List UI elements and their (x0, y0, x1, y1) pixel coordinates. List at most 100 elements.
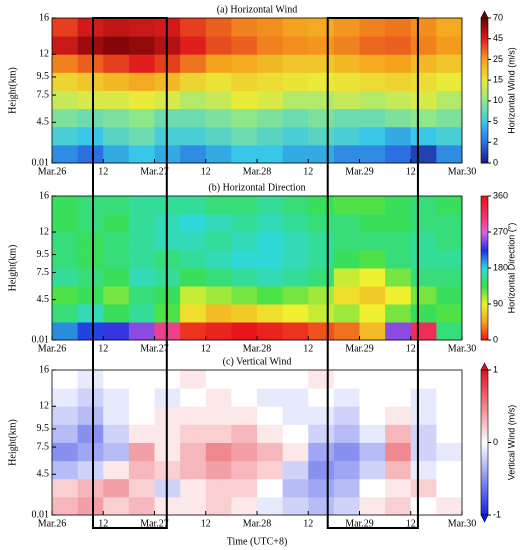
heatmap-cell (385, 388, 412, 407)
colorbar-strip (481, 498, 488, 501)
heatmap-cell (205, 370, 232, 389)
heatmap-cell (231, 18, 258, 37)
colorbar-strip (481, 391, 488, 395)
heatmap-cell (231, 268, 258, 287)
colorbar-tick-label: 1 (493, 364, 498, 374)
x-tick-label: 12 (98, 166, 108, 177)
heatmap-cell (231, 370, 258, 389)
heatmap-cell (333, 286, 360, 305)
heatmap-cell (436, 478, 463, 498)
heatmap-cell (77, 424, 104, 443)
heatmap-cell (77, 196, 104, 215)
colorbar-strip (481, 68, 488, 72)
heatmap-cell (52, 286, 79, 305)
colorbar-strip (481, 32, 488, 36)
heatmap-cell (385, 268, 412, 287)
colorbar-strip (481, 39, 488, 43)
colorbar-tick-label: 45 (493, 33, 503, 43)
colorbar-tick-label: 70 (493, 12, 503, 22)
colorbar-strip (481, 148, 488, 152)
heatmap-cell (282, 196, 309, 215)
heatmap-cell (77, 108, 104, 128)
heatmap-cell (231, 496, 258, 516)
colorbar-strip (481, 220, 488, 223)
x-tick-label: Mar.30 (448, 518, 477, 529)
heatmap-cell (333, 250, 360, 269)
heatmap-cell (180, 460, 207, 480)
heatmap-cell (52, 424, 79, 443)
colorbar-strip (481, 289, 488, 293)
y-tick-label: 0.01 (32, 334, 50, 345)
heatmap-cell (257, 72, 284, 91)
heatmap-cell (231, 196, 258, 215)
colorbar-strip (481, 54, 488, 58)
x-tick-label: 12 (201, 518, 211, 529)
y-tick-label: 4.5 (37, 469, 50, 480)
x-tick-label: Mar.27 (140, 518, 169, 529)
heatmap-cell (333, 232, 360, 251)
heatmap-cell (231, 144, 258, 164)
colorbar-strip (481, 461, 488, 465)
colorbar-label: Horizontal Wind (m/s) (506, 47, 516, 134)
heatmap-cell (180, 36, 207, 55)
colorbar-strip (481, 200, 488, 204)
colorbar-strip (481, 80, 488, 84)
x-tick-label: Mar.28 (243, 343, 272, 354)
colorbar-strip (481, 325, 488, 329)
heatmap-cell (205, 54, 232, 73)
heatmap-cell (205, 322, 232, 341)
heatmap-cell (410, 442, 437, 462)
heatmap-cell (180, 322, 207, 341)
y-tick-label: 9.5 (37, 249, 50, 260)
colorbar-strip (481, 444, 488, 448)
heatmap-cell (231, 322, 258, 341)
colorbar-strip (481, 260, 488, 264)
heatmap-cell (308, 250, 335, 269)
heatmap-cell (385, 54, 412, 73)
heatmap-cell (308, 496, 335, 516)
heatmap-cell (308, 460, 335, 480)
colorbar-strip (481, 296, 488, 300)
heatmap-cell (436, 54, 463, 73)
colorbar-strip (481, 464, 488, 468)
heatmap-cell (436, 144, 463, 164)
heatmap-cell (205, 442, 232, 462)
colorbar-tick-label: 90 (493, 298, 503, 308)
colorbar-strip (481, 107, 488, 111)
heatmap-cell (103, 90, 130, 110)
heatmap-cell (205, 460, 232, 480)
heatmap-cell (308, 196, 335, 215)
colorbar-strip (481, 22, 488, 26)
heatmap-cell (205, 90, 232, 110)
x-tick-label: Mar.27 (140, 343, 169, 354)
x-tick-label: Mar.30 (448, 166, 477, 177)
heatmap-cell (77, 496, 104, 516)
heatmap-cell (410, 18, 437, 37)
colorbar-strip (481, 88, 488, 91)
heatmap-cell (77, 460, 104, 480)
heatmap-cell (308, 322, 335, 341)
heatmap-cell (180, 54, 207, 73)
colorbar-strip (481, 490, 488, 494)
colorbar-strip (481, 239, 488, 243)
heatmap-cell (77, 370, 104, 389)
heatmap-cell (257, 268, 284, 287)
heatmap-cell (180, 72, 207, 91)
heatmap-cell (52, 126, 79, 146)
heatmap-cell (103, 388, 130, 407)
x-tick-label: 12 (303, 343, 313, 354)
heatmap-cell (257, 54, 284, 73)
colorbar-strip (481, 208, 488, 211)
heatmap-cell (103, 286, 130, 305)
colorbar-strip (481, 85, 488, 89)
colorbar-strip (481, 313, 488, 317)
heatmap-cell (359, 144, 386, 164)
heatmap-cell (308, 388, 335, 407)
heatmap-cell (52, 460, 79, 480)
heatmap-cell (410, 322, 437, 341)
heatmap-cell (77, 406, 104, 425)
heatmap-cell (436, 388, 463, 407)
heatmap-cell (77, 478, 104, 498)
colorbar-strip (481, 476, 488, 480)
colorbar-strip (481, 449, 488, 453)
